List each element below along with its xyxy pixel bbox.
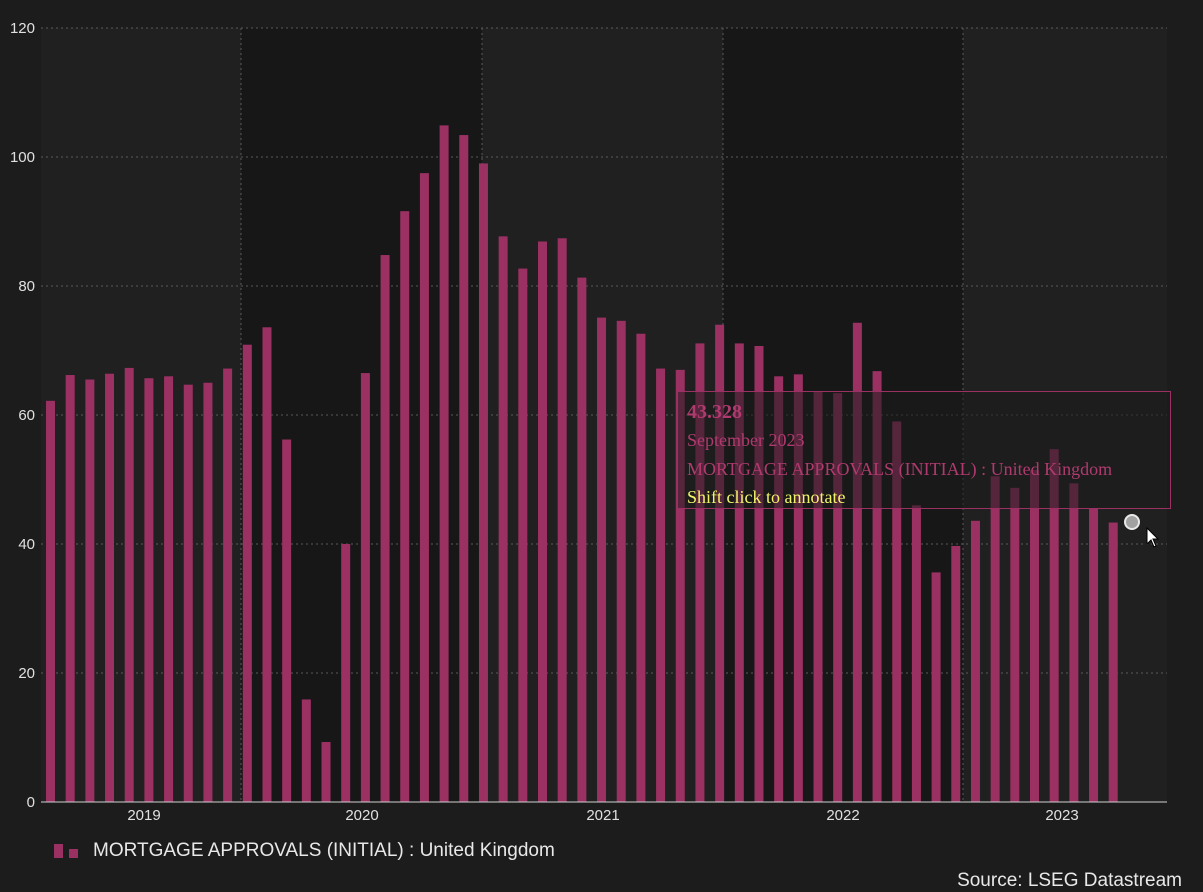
bar[interactable] — [597, 317, 607, 802]
bar[interactable] — [242, 344, 252, 802]
bar[interactable] — [754, 345, 764, 802]
bar[interactable] — [872, 371, 882, 802]
y-tick-label: 100 — [10, 149, 35, 166]
legend[interactable]: MORTGAGE APPROVALS (INITIAL) : United Ki… — [54, 840, 555, 862]
bar[interactable] — [105, 373, 115, 802]
tooltip-series: MORTGAGE APPROVALS (INITIAL) : United Ki… — [687, 459, 1113, 479]
bar[interactable] — [203, 382, 213, 802]
mouse-cursor-icon — [1146, 527, 1160, 548]
bar[interactable] — [321, 742, 331, 802]
x-tick-label: 2023 — [1045, 807, 1078, 824]
bar[interactable] — [774, 376, 784, 802]
bar[interactable] — [439, 125, 449, 802]
bar[interactable] — [931, 572, 941, 802]
tooltip-date: September 2023 — [687, 430, 805, 450]
x-tick-label: 2019 — [127, 807, 160, 824]
bar[interactable] — [262, 327, 272, 802]
y-tick-label: 40 — [18, 536, 35, 553]
bar[interactable] — [892, 421, 902, 802]
bar[interactable] — [833, 393, 843, 802]
y-tick-label: 60 — [18, 407, 35, 424]
x-tick-label: 2020 — [345, 807, 378, 824]
bar[interactable] — [970, 520, 980, 802]
legend-small-swatch-icon — [69, 849, 78, 858]
bar[interactable] — [852, 322, 862, 802]
bar[interactable] — [951, 545, 961, 802]
source-label: Source: LSEG Datastream — [957, 870, 1182, 891]
bar[interactable] — [990, 476, 1000, 802]
bar[interactable] — [1108, 522, 1118, 802]
bar[interactable] — [616, 320, 626, 802]
bar[interactable] — [124, 367, 134, 802]
bar[interactable] — [400, 211, 410, 802]
tooltip: 43.328 September 2023 MORTGAGE APPROVALS… — [677, 391, 1171, 509]
bar[interactable] — [85, 379, 95, 802]
bar[interactable] — [1030, 469, 1039, 802]
bar[interactable] — [1069, 483, 1079, 802]
x-tick-label: 2021 — [586, 807, 619, 824]
bar[interactable] — [911, 505, 921, 802]
bar[interactable] — [577, 277, 587, 802]
bar[interactable] — [46, 400, 55, 802]
bar[interactable] — [656, 368, 666, 802]
hover-marker — [1124, 514, 1140, 530]
y-tick-label: 20 — [18, 665, 35, 682]
bar[interactable] — [538, 241, 547, 803]
bar[interactable] — [341, 544, 351, 802]
y-tick-label: 120 — [10, 20, 35, 37]
bar[interactable] — [380, 255, 390, 803]
tooltip-value: 43.328 — [687, 401, 742, 423]
y-tick-label: 0 — [27, 794, 35, 811]
bar[interactable] — [734, 343, 744, 802]
bar[interactable] — [636, 333, 646, 802]
bar[interactable] — [715, 324, 725, 802]
bar[interactable] — [360, 373, 370, 802]
legend-bar-swatch-icon — [54, 844, 63, 858]
bar[interactable] — [459, 135, 469, 802]
bar[interactable] — [1049, 449, 1059, 802]
bar[interactable] — [695, 343, 705, 802]
bar[interactable] — [498, 236, 508, 803]
legend-label: MORTGAGE APPROVALS (INITIAL) : United Ki… — [93, 840, 555, 861]
bar[interactable] — [65, 375, 75, 802]
bar[interactable] — [1010, 487, 1020, 802]
bar[interactable] — [301, 699, 311, 802]
bar[interactable] — [675, 369, 685, 802]
bar[interactable] — [282, 439, 292, 802]
bar[interactable] — [813, 391, 823, 802]
bar[interactable] — [478, 163, 488, 802]
bar[interactable] — [518, 268, 528, 803]
bar[interactable] — [164, 376, 174, 802]
bar[interactable] — [183, 384, 193, 802]
bar[interactable] — [419, 173, 429, 803]
y-tick-label: 80 — [18, 278, 35, 295]
bar[interactable] — [793, 374, 803, 802]
bar[interactable] — [557, 238, 567, 802]
bar[interactable] — [223, 368, 233, 802]
x-tick-label: 2022 — [826, 807, 859, 824]
bar[interactable] — [144, 378, 154, 802]
tooltip-hint: Shift click to annotate — [687, 487, 846, 507]
bar[interactable] — [1089, 508, 1099, 802]
